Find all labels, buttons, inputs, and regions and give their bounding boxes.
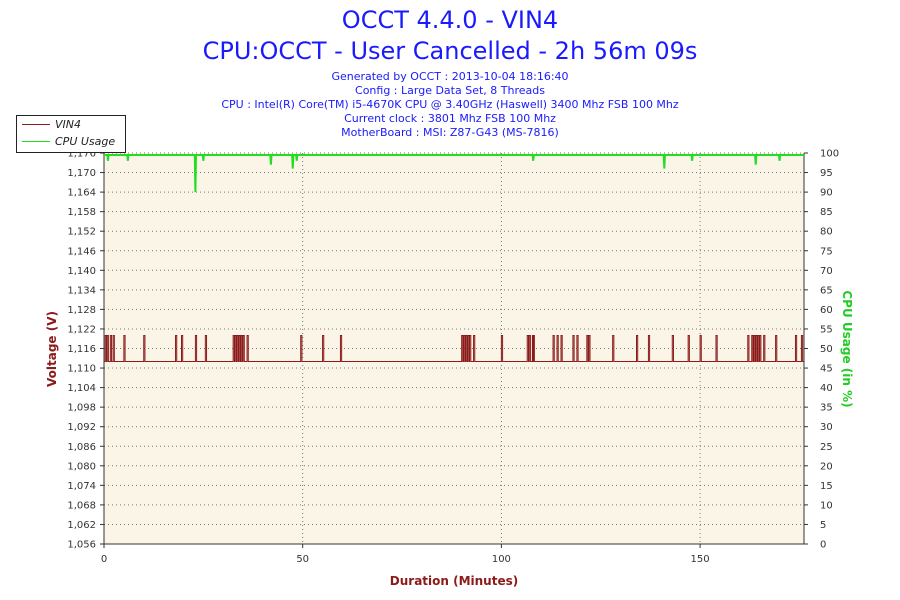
right-tick-label: 70 [820,266,833,277]
series-line-cpu-usage [104,153,804,193]
right-tick-label: 90 [820,188,833,199]
right-tick-label: 100 [820,149,839,160]
chart-subtitle: CPU:OCCT - User Cancelled - 2h 56m 09s [202,37,698,65]
right-tick-label: 45 [820,364,833,375]
info-config: Config : Large Data Set, 8 Threads [355,84,545,97]
left-tick-label: 1,128 [67,305,96,316]
x-tick-label: 150 [691,554,710,565]
right-tick-label: 30 [820,422,833,433]
left-tick-label: 1,080 [67,461,96,472]
chart-legend: VIN4 CPU Usage [16,115,126,153]
left-tick-label: 1,086 [67,442,96,453]
left-tick-label: 1,164 [67,188,96,199]
left-tick-label: 1,074 [67,481,96,492]
info-cpu: CPU : Intel(R) Core(TM) i5-4670K CPU @ 3… [221,98,679,111]
left-tick-label: 1,068 [67,500,96,511]
right-tick-label: 65 [820,285,833,296]
left-tick-label: 1,056 [67,540,96,551]
legend-item-cpu-usage: CPU Usage [17,134,125,150]
right-tick-label: 15 [820,481,833,492]
left-tick-label: 1,062 [67,520,96,531]
left-tick-label: 1,176 [67,149,96,160]
right-tick-label: 5 [820,520,826,531]
right-tick-label: 0 [820,540,826,551]
x-tick-label: 100 [492,554,511,565]
right-tick-label: 80 [820,227,833,238]
right-tick-label: 60 [820,305,833,316]
series-line-vin4 [104,334,804,363]
legend-label-cpu-usage: CPU Usage [55,135,116,148]
legend-item-vin4: VIN4 [17,117,125,133]
right-tick-label: 40 [820,383,833,394]
left-tick-label: 1,116 [67,344,96,355]
legend-label-vin4: VIN4 [55,118,81,131]
legend-swatch-vin4 [22,124,50,125]
right-tick-label: 10 [820,500,833,511]
left-tick-label: 1,092 [67,422,96,433]
chart-title: OCCT 4.4.0 - VIN4 [341,6,559,34]
left-tick-label: 1,146 [67,246,96,257]
legend-swatch-cpu-usage [22,141,50,142]
left-tick-label: 1,110 [67,364,96,375]
left-tick-label: 1,152 [67,227,96,238]
info-generated: Generated by OCCT : 2013-10-04 18:16:40 [331,70,569,83]
left-tick-label: 1,140 [67,266,96,277]
right-tick-label: 20 [820,461,833,472]
right-tick-label: 75 [820,246,833,257]
right-tick-label: 25 [820,442,833,453]
info-current-clock: Current clock : 3801 Mhz FSB 100 Mhz [344,112,556,125]
left-tick-label: 1,122 [67,324,96,335]
left-tick-label: 1,158 [67,207,96,218]
left-tick-label: 1,134 [67,285,96,296]
x-tick-label: 50 [296,554,309,565]
x-axis-title: Duration (Minutes) [390,574,518,588]
left-tick-label: 1,170 [67,168,96,179]
right-tick-label: 85 [820,207,833,218]
right-tick-label: 50 [820,344,833,355]
info-motherboard: MotherBoard : MSI: Z87-G43 (MS-7816) [341,126,559,139]
x-tick-label: 0 [101,554,107,565]
right-tick-label: 55 [820,324,833,335]
right-tick-label: 35 [820,403,833,414]
right-tick-label: 95 [820,168,833,179]
left-axis-title: Voltage (V) [45,311,59,387]
left-tick-label: 1,098 [67,403,96,414]
right-axis-title: CPU Usage (in %) [840,290,854,407]
left-tick-label: 1,104 [67,383,96,394]
